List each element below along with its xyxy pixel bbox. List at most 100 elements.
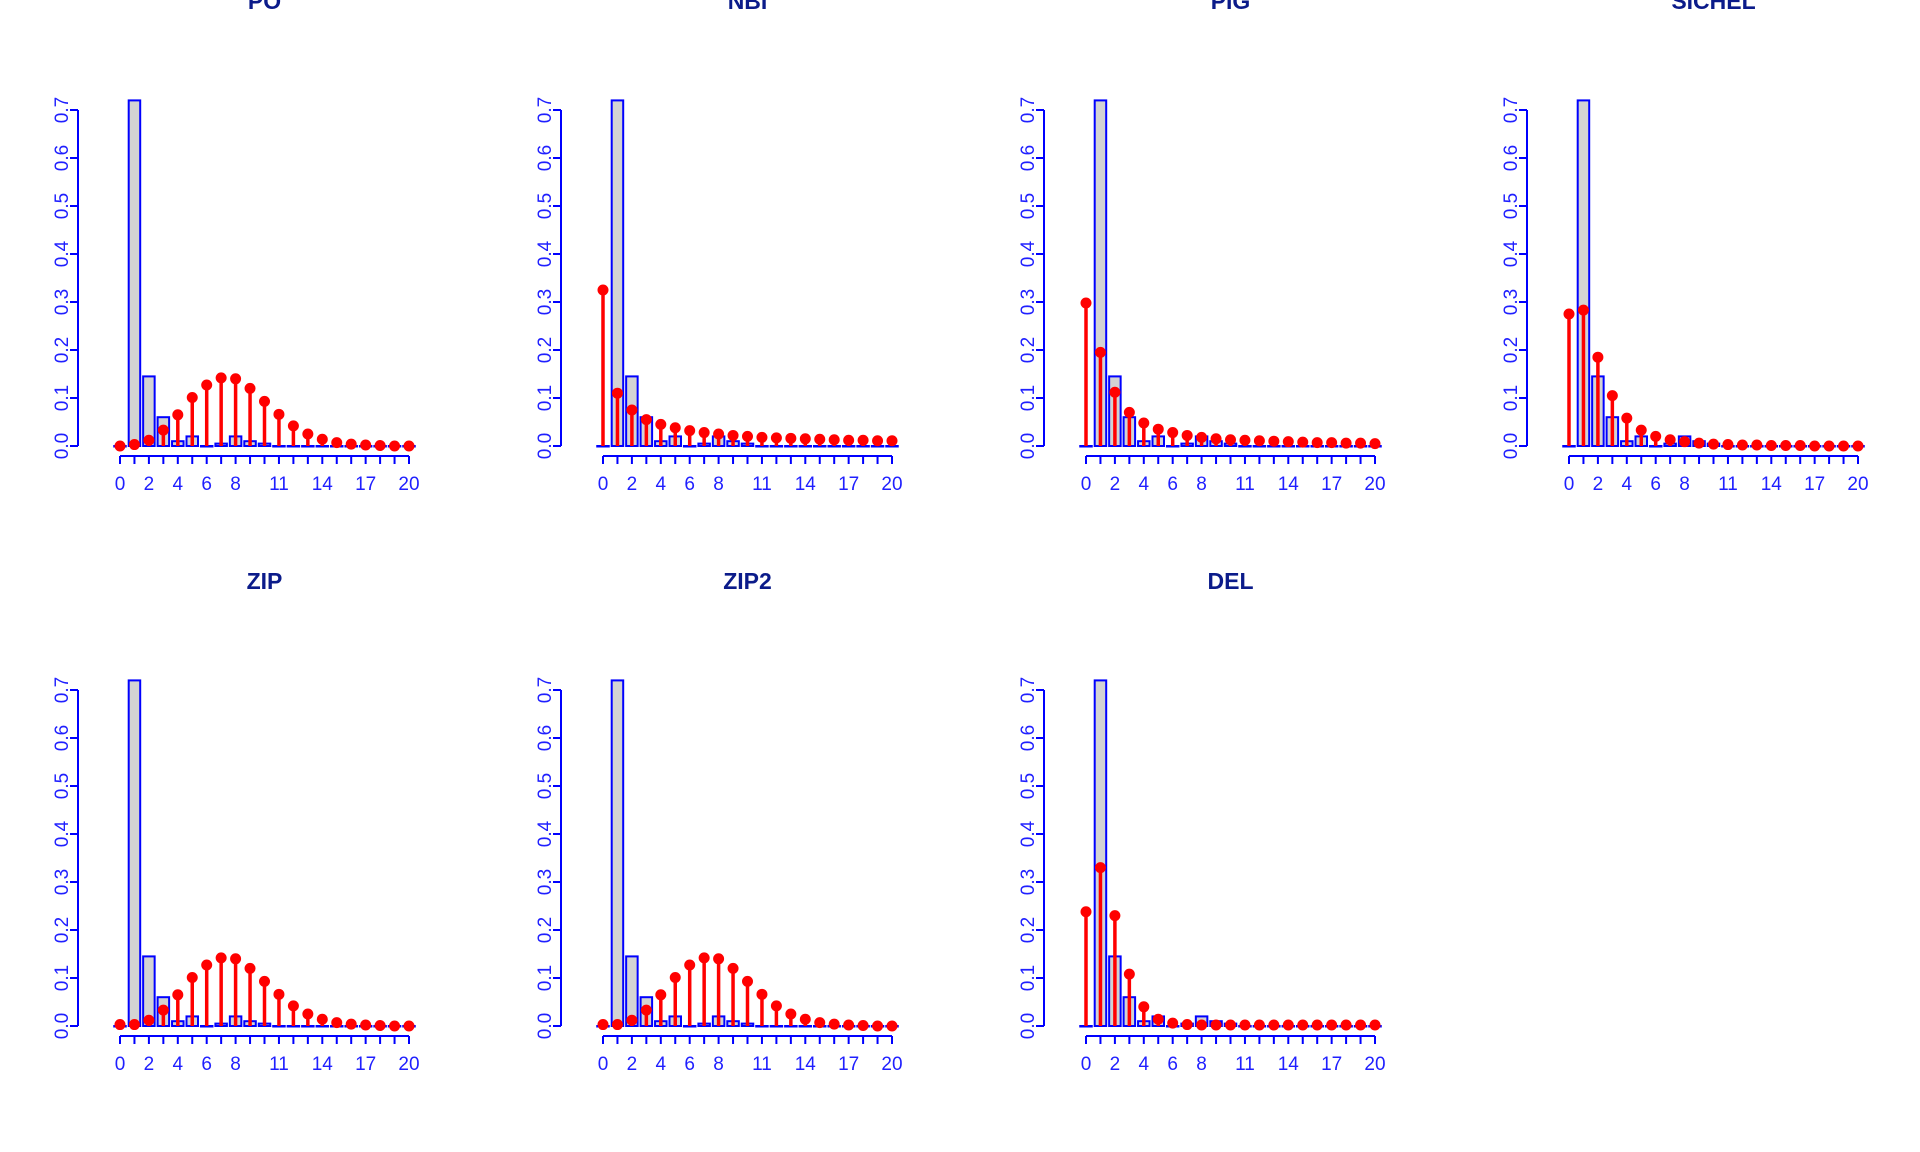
- fitted-point: [799, 1013, 811, 1025]
- fitted-point: [828, 434, 840, 446]
- fitted-point: [389, 1020, 401, 1032]
- fitted-point: [1167, 1017, 1179, 1029]
- fitted-point: [1094, 862, 1106, 874]
- fitted-point: [316, 433, 328, 445]
- panel-title: ZIP: [247, 568, 283, 594]
- fitted-point: [360, 1019, 372, 1031]
- observed-bar: [127, 99, 142, 448]
- fitted-point: [114, 1019, 126, 1031]
- fitted-point: [157, 1004, 169, 1016]
- fitted-point: [215, 952, 227, 964]
- fitted-point: [389, 440, 401, 452]
- x-tick-label: 2: [1110, 474, 1121, 495]
- fitted-point: [259, 395, 270, 407]
- fitted-point: [316, 1013, 328, 1025]
- y-tick-label: 0.1: [535, 965, 556, 991]
- x-tick-label: 2: [1110, 1054, 1121, 1075]
- fitted-point: [1311, 437, 1323, 449]
- y-tick-label: 0.2: [52, 917, 73, 943]
- x-tick-label: 17: [838, 474, 859, 495]
- fitted-point: [799, 433, 811, 445]
- observed-bar: [813, 445, 827, 448]
- y-tick-label: 0.5: [535, 193, 556, 219]
- fitted-point: [684, 425, 696, 437]
- fitted-point: [626, 1014, 638, 1026]
- fitted-point: [640, 414, 652, 426]
- x-tick-label: 17: [1321, 1054, 1342, 1075]
- fitted-point: [1355, 437, 1367, 449]
- fitted-point: [814, 1017, 826, 1029]
- fitted-point: [727, 429, 739, 441]
- observed-bar: [841, 445, 856, 448]
- fitted-point: [1563, 308, 1575, 320]
- y-tick-label: 0.1: [1501, 385, 1522, 411]
- fitted-point: [1809, 440, 1821, 452]
- fitted-point: [1239, 434, 1251, 446]
- fitted-point: [1268, 1019, 1280, 1031]
- fitted-point: [1094, 346, 1106, 358]
- fitted-point: [143, 434, 155, 446]
- x-tick-label: 8: [713, 474, 724, 495]
- y-tick-label: 0.4: [1501, 240, 1522, 267]
- x-tick-label: 6: [1167, 1054, 1178, 1075]
- x-tick-label: 6: [201, 1054, 212, 1075]
- y-tick-label: 0.7: [535, 97, 556, 123]
- fitted-point: [1311, 1019, 1323, 1031]
- fitted-point: [302, 1008, 314, 1020]
- y-tick-label: 0.5: [52, 773, 73, 799]
- x-tick-label: 6: [201, 474, 212, 495]
- observed-bar: [596, 445, 610, 448]
- fitted-point: [1225, 1019, 1236, 1031]
- y-tick-label: 0.6: [1018, 725, 1039, 751]
- observed-bar: [286, 445, 301, 448]
- x-tick-label: 8: [1679, 474, 1690, 495]
- fitted-point: [756, 988, 768, 1000]
- y-tick-label: 0.4: [1018, 820, 1039, 847]
- fitted-point: [201, 959, 213, 971]
- y-tick-label: 0.7: [52, 677, 73, 703]
- fitted-point: [1123, 968, 1135, 980]
- y-tick-label: 0.1: [1018, 385, 1039, 411]
- x-tick-label: 8: [713, 1054, 724, 1075]
- fitted-point: [1780, 440, 1792, 452]
- observed-bar: [610, 679, 625, 1028]
- fitted-point: [1679, 436, 1691, 448]
- y-tick-label: 0.0: [1501, 433, 1522, 459]
- panel-title: PIG: [1211, 0, 1251, 14]
- fitted-point: [756, 431, 768, 443]
- fitted-point: [128, 1019, 140, 1031]
- panel-zip2: ZIP2 0.0 0.1 0.2 0.3 0.4 0.5 0.6 0.7 0 2 4 6 8 11 14 17 2…: [535, 568, 903, 1075]
- fitted-point: [1823, 440, 1835, 452]
- fitted-point: [1253, 435, 1265, 447]
- fitted-point: [1152, 423, 1164, 435]
- fitted-point: [1181, 429, 1193, 441]
- fitted-point: [1326, 437, 1338, 449]
- fitted-point: [597, 1019, 609, 1031]
- observed-bar: [272, 1025, 286, 1028]
- y-tick-label: 0.3: [535, 289, 556, 315]
- fitted-point: [640, 1004, 652, 1016]
- fitted-point: [1838, 440, 1850, 452]
- x-tick-label: 17: [355, 474, 376, 495]
- panel-zip: ZIP 0.0 0.1 0.2 0.3 0.4 0.5 0.6 0.7 0 2 4 6 8 11 14 17 20: [52, 568, 420, 1075]
- fitted-point: [172, 409, 184, 421]
- observed-bar: [682, 445, 697, 448]
- fitted-point: [886, 435, 898, 447]
- y-tick-label: 0.0: [1018, 433, 1039, 459]
- x-tick-label: 20: [1364, 474, 1385, 495]
- x-tick-label: 17: [838, 1054, 859, 1075]
- fitted-point: [403, 440, 415, 452]
- y-tick-label: 0.2: [1501, 337, 1522, 363]
- fitted-point: [273, 988, 285, 1000]
- fitted-point: [611, 1019, 623, 1031]
- fitted-point: [1210, 433, 1222, 445]
- x-tick-label: 0: [115, 474, 126, 495]
- fitted-point: [1196, 431, 1208, 443]
- x-tick-label: 20: [398, 1054, 419, 1075]
- fitted-point: [886, 1020, 898, 1032]
- y-tick-label: 0.5: [1501, 193, 1522, 219]
- x-tick-label: 20: [1364, 1054, 1385, 1075]
- x-tick-label: 0: [1564, 474, 1575, 495]
- x-tick-label: 2: [1593, 474, 1604, 495]
- x-tick-label: 8: [1196, 1054, 1207, 1075]
